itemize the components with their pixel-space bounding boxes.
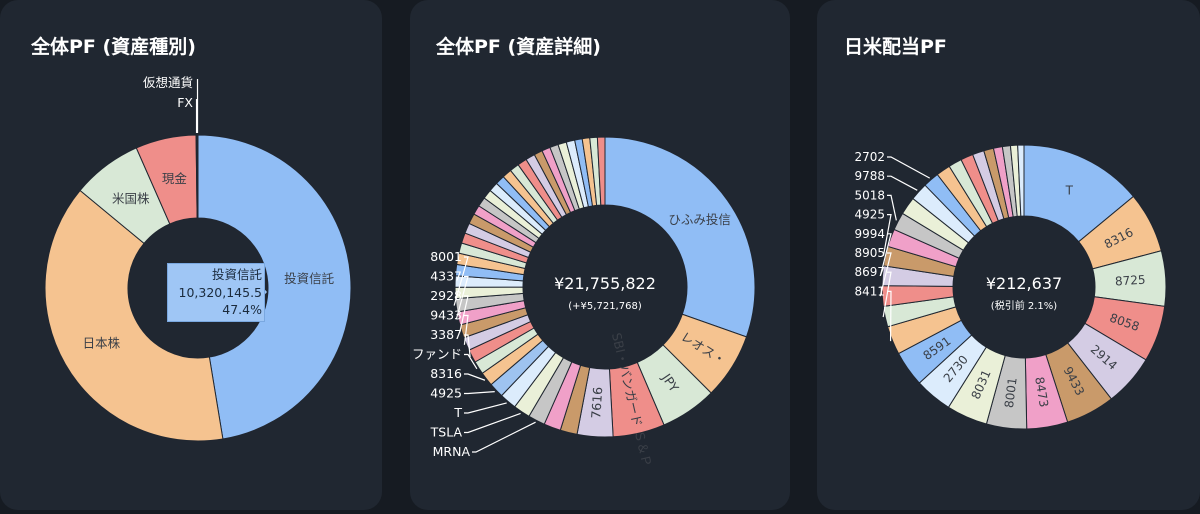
slice-label: 日本株: [83, 336, 121, 351]
slice-label: ひふみ投信: [668, 212, 731, 227]
asset-detail-card: 全体PF (資産詳細) ひふみ投信 レオス・ JPY SBI・バンガード Ｓ＆Ｐ 761…: [410, 0, 790, 510]
slice-pointer-label: TSLA: [430, 425, 463, 440]
donut-slice[interactable]: [196, 134, 199, 219]
tooltip-percent: 47.4%: [222, 302, 262, 317]
slice-pointer-label: 仮想通貨: [143, 75, 193, 90]
slice-pointer-label: 8905: [854, 246, 885, 260]
slice-pointer-label: 9788: [854, 169, 885, 183]
slice-pointer-label: FX: [177, 95, 193, 110]
center-subtext: (+¥5,721,768): [568, 301, 642, 312]
center-total: ¥21,755,822: [554, 274, 656, 293]
dividend-card: 日米配当PF T 8316 8725 8058 2914 9433 8473 8001 8031…: [817, 0, 1200, 510]
card-title: 日米配当PF: [844, 36, 947, 58]
donut-slice[interactable]: [604, 136, 756, 338]
slice-pointer-label: 9433: [430, 308, 462, 323]
tooltip-label: 投資信託: [211, 267, 262, 282]
slice-label: 8725: [1115, 273, 1146, 289]
slice-pointer-label: 2928: [430, 288, 462, 303]
slice-pointer-label: 8411: [854, 284, 885, 298]
donut-slice[interactable]: [596, 136, 606, 206]
slice-pointer-label: 9994: [854, 227, 885, 241]
slice-label: 8001: [1002, 377, 1020, 409]
slice-pointer-label: 4337: [430, 269, 462, 284]
donut-slice[interactable]: [197, 134, 352, 440]
donut-slice[interactable]: [44, 189, 224, 442]
slice-pointer-label: 8697: [854, 265, 885, 279]
slice-label: 投資信託: [284, 271, 335, 286]
slice-label: 7616: [588, 386, 605, 419]
slice-pointer-label: 8001: [430, 249, 462, 264]
slice-pointer-label: 2702: [854, 150, 885, 164]
dividend-donut-chart[interactable]: T831687258058291494338473800180312730859…: [817, 0, 1200, 510]
slice-label: 現金: [162, 171, 188, 186]
slice-pointer-label: T: [453, 405, 462, 420]
slice-pointer-label: MRNA: [433, 444, 471, 459]
card-title: 全体PF (資産詳細): [436, 36, 601, 58]
center-subtext: (税引前 2.1%): [991, 299, 1057, 312]
chart-tooltip: 投資信託 10,320,145.5 47.4%: [167, 263, 265, 322]
slice-pointer-label: ファンド: [412, 347, 462, 362]
slice-pointer-label: 5018: [854, 188, 885, 202]
slice-label: 8473: [1032, 376, 1051, 408]
center-total: ¥212,637: [986, 274, 1062, 293]
slice-label: 米国株: [112, 191, 150, 206]
card-title: 全体PF (資産種別): [31, 36, 196, 58]
slice-label: T: [1065, 184, 1074, 198]
donut-slice[interactable]: [1017, 144, 1025, 217]
slice-pointer-label: 4925: [854, 208, 885, 222]
slice-pointer-label: 8316: [430, 366, 462, 381]
tooltip-value: 10,320,145.5: [178, 284, 263, 300]
slice-pointer-label: 4925: [430, 386, 462, 401]
slice-pointer-label: 3387: [430, 327, 462, 342]
